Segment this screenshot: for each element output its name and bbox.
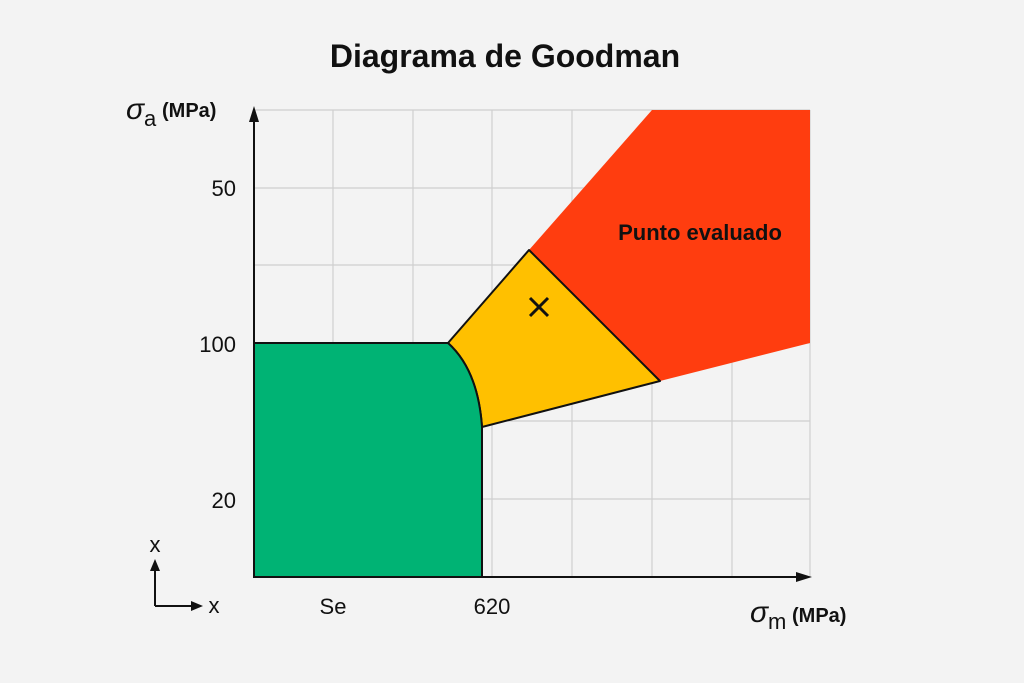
- title: Diagrama de Goodman: [330, 38, 680, 74]
- evaluated-point: [528, 296, 550, 318]
- orientation-horizontal: x: [209, 593, 220, 618]
- orientation-vertical: x: [150, 532, 161, 557]
- red-region: [529, 110, 810, 381]
- y-axis-subscript: a: [144, 106, 157, 131]
- x-axis-unit: (MPa): [792, 605, 846, 627]
- x-axis-symbol: σ: [750, 596, 770, 629]
- y-axis-symbol: σ: [126, 93, 146, 126]
- y-label: 50: [212, 176, 236, 201]
- y-label: 100: [199, 332, 236, 357]
- orientation-axes: [150, 559, 203, 611]
- x-label: Se: [320, 594, 347, 619]
- region-label: Punto evaluado: [618, 220, 782, 245]
- y-axis-unit: (MPa): [162, 100, 216, 122]
- x-axis-subscript: m: [768, 609, 786, 634]
- green-region: [253, 342, 483, 578]
- y-label: 20: [212, 488, 236, 513]
- axes: [249, 106, 812, 582]
- x-label: 620: [474, 594, 511, 619]
